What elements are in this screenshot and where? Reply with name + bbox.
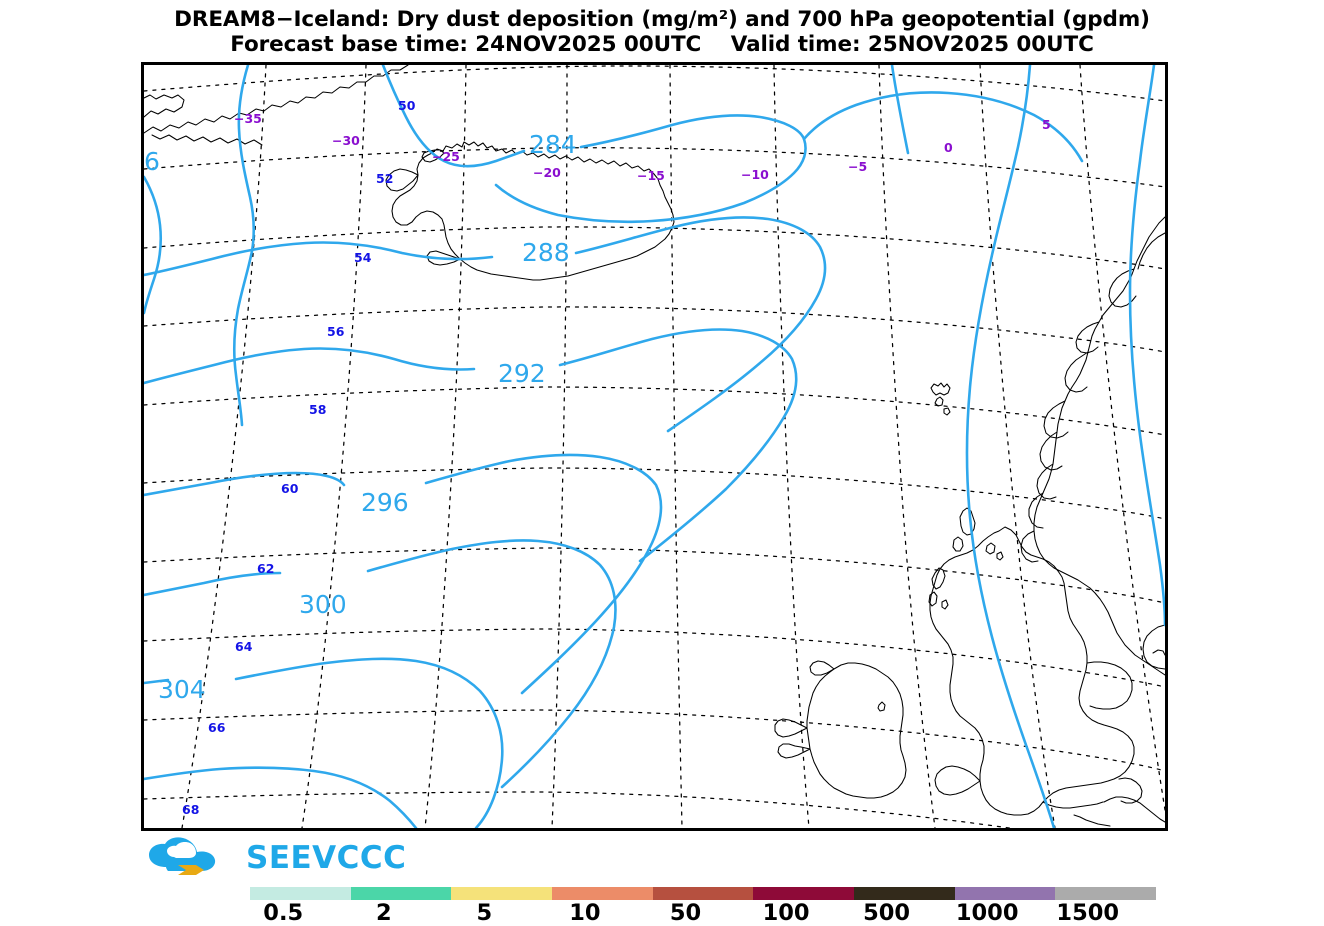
colorbar-tick: 50 xyxy=(669,900,702,926)
coastline-isle-of-man xyxy=(877,701,886,712)
colorbar-gradient-strip xyxy=(250,887,1156,900)
isoline-lower-left xyxy=(144,766,418,828)
colorbar-tick: 1000 xyxy=(955,900,1019,926)
coastline-ireland xyxy=(806,662,907,799)
isoline-labels: 284 288 292 296 300 304 6 xyxy=(144,130,577,704)
geopotential-isolines xyxy=(144,65,1165,828)
colorbar-tick: 10 xyxy=(569,900,601,926)
lat-label: 58 xyxy=(309,402,326,417)
isoline-label-292: 292 xyxy=(498,359,546,388)
lon-label: −5 xyxy=(848,159,867,174)
colorbar-segment xyxy=(1055,887,1156,900)
lon-label: −30 xyxy=(332,133,360,148)
colorbar-segment xyxy=(250,887,351,900)
colorbar-segment xyxy=(753,887,854,900)
isoline-meridional-gb xyxy=(965,65,1056,828)
isoline-296 xyxy=(144,453,663,695)
colorbar-tick: 100 xyxy=(762,900,810,926)
lat-label: 64 xyxy=(235,639,253,654)
colorbar-tick: 5 xyxy=(476,900,493,926)
map-canvas: 50 52 54 56 58 60 62 64 66 68 −35 −30 −2… xyxy=(144,65,1165,828)
isoline-label-288: 288 xyxy=(522,238,570,267)
lat-label: 50 xyxy=(398,98,416,113)
isoline-284 xyxy=(381,65,807,224)
chart-title-block: DREAM8−Iceland: Dry dust deposition (mg/… xyxy=(0,7,1324,57)
lat-label: 60 xyxy=(281,481,299,496)
lon-label: −20 xyxy=(533,165,561,180)
dust-deposition-colorbar: 0.5 2 5 10 50 100 500 1000 1500 xyxy=(250,887,1156,925)
coastline-orkney xyxy=(985,542,996,555)
isoline-through-scotland xyxy=(890,65,910,155)
isoline-label-300: 300 xyxy=(299,590,347,619)
isoline-label-clipped: 6 xyxy=(144,147,160,176)
lon-label: −35 xyxy=(234,111,262,126)
coastlines xyxy=(144,65,1165,827)
colorbar-tick-labels: 0.5 2 5 10 50 100 500 1000 1500 xyxy=(250,902,1156,926)
coastline-hebrides xyxy=(931,567,946,590)
coastline-faroe xyxy=(930,382,951,396)
isoline-label-284: 284 xyxy=(529,130,577,159)
isoline-meridional-east xyxy=(1128,65,1165,627)
colorbar-segment xyxy=(954,887,1056,900)
coastline-france xyxy=(1103,796,1165,823)
coastline-greenland xyxy=(144,94,185,118)
lat-label: 62 xyxy=(257,561,274,576)
isoline-label-296: 296 xyxy=(361,488,409,517)
lon-label: −10 xyxy=(741,167,769,182)
isoline-300 xyxy=(144,539,617,789)
lon-label: 5 xyxy=(1042,117,1051,132)
colorbar-tick: 1500 xyxy=(1056,900,1120,926)
colorbar-tick: 500 xyxy=(863,900,911,926)
isoline-left-edge xyxy=(144,175,163,315)
lon-label: 0 xyxy=(944,140,953,155)
forecast-time-subtitle: Forecast base time: 24NOV2025 00UTC Vali… xyxy=(230,31,1094,57)
colorbar-tick: 2 xyxy=(375,900,392,926)
colorbar-segment xyxy=(551,887,653,900)
isoline-304 xyxy=(144,657,504,828)
lat-label: 56 xyxy=(327,324,345,339)
colorbar-segment xyxy=(853,887,955,900)
coastline-denmark xyxy=(1142,624,1165,670)
page-title: DREAM8−Iceland: Dry dust deposition (mg/… xyxy=(174,7,1150,32)
coastline-shetland xyxy=(959,507,976,536)
lat-label: 66 xyxy=(208,720,226,735)
lat-label: 68 xyxy=(182,802,199,817)
isoline-292 xyxy=(144,328,798,563)
isoline-label-304: 304 xyxy=(158,675,206,704)
map-panel: 50 52 54 56 58 60 62 64 66 68 −35 −30 −2… xyxy=(141,62,1168,831)
isoline-284-upper xyxy=(802,91,1084,163)
colorbar-segment xyxy=(451,887,552,900)
colorbar-segment xyxy=(350,887,452,900)
colorbar-tick: 0.5 xyxy=(263,900,304,926)
coastline-great-britain xyxy=(929,526,1135,816)
latitude-labels: 50 52 54 56 58 60 62 64 66 68 xyxy=(182,98,416,817)
lon-label: −25 xyxy=(432,149,460,164)
seevccc-logo: SEEVCCC xyxy=(146,836,406,880)
lat-label: 52 xyxy=(376,171,393,186)
graticule-meridians xyxy=(181,65,1165,828)
cloud-logo-icon xyxy=(149,837,216,875)
lon-label: −15 xyxy=(637,168,665,183)
lat-label: 54 xyxy=(354,250,372,265)
longitude-labels: −35 −30 −25 −20 −15 −10 −5 0 5 xyxy=(234,111,1051,183)
isoline-288 xyxy=(144,216,827,433)
logo-text: SEEVCCC xyxy=(246,839,407,876)
coastline-norway xyxy=(1033,216,1165,676)
colorbar-segment xyxy=(652,887,754,900)
